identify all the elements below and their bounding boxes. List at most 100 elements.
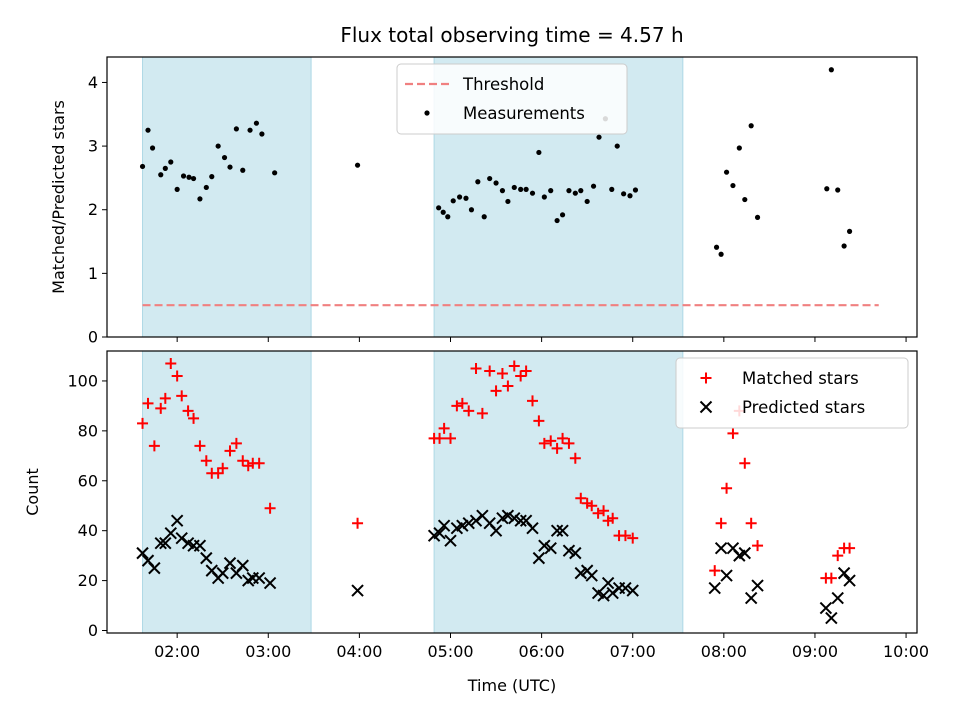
- measurements-point: [536, 149, 542, 156]
- predicted-stars-point: [252, 571, 266, 585]
- predicted-stars-point: [154, 536, 167, 550]
- y-tick-label: 0: [88, 328, 98, 347]
- predicted-stars-point: [738, 546, 752, 560]
- measurements-point: [713, 244, 720, 250]
- matched-stars-point: [709, 565, 721, 577]
- matched-stars-point: [745, 517, 757, 529]
- measurements-point: [475, 179, 481, 185]
- x-tick-label: 03:00: [245, 642, 291, 661]
- measurements-point: [529, 190, 536, 196]
- y-tick-label: 3: [88, 137, 98, 156]
- measurements-point: [742, 196, 748, 203]
- y-tick-label: 4: [88, 73, 98, 92]
- matched-stars-point: [563, 437, 575, 449]
- predicted-stars-point: [526, 521, 539, 535]
- predicted-stars-point: [556, 524, 569, 537]
- matched-stars-point: [586, 500, 598, 512]
- measurements-point: [518, 186, 524, 192]
- axes-frame: [106, 350, 918, 634]
- measurements-point: [209, 174, 215, 180]
- measurements-point: [748, 123, 754, 129]
- matched-stars-point: [844, 542, 856, 554]
- matched-stars-point: [171, 370, 183, 382]
- matched-stars-point: [200, 455, 212, 467]
- measurements-point: [457, 194, 463, 200]
- predicted-stars-point: [532, 551, 546, 565]
- predicted-stars-point: [819, 601, 833, 615]
- legend-label: Predicted stars: [742, 398, 865, 417]
- matched-stars-point: [592, 507, 604, 519]
- matched-stars-point: [598, 505, 610, 517]
- measurements-point: [578, 188, 584, 194]
- observing-interval: [142, 56, 312, 338]
- matched-stars-point: [515, 370, 527, 382]
- matched-stars-point: [551, 442, 563, 454]
- measurements-point: [493, 180, 499, 186]
- measurements-point: [468, 207, 475, 213]
- predicted-stars-point: [223, 556, 237, 570]
- measurements-point: [190, 175, 197, 182]
- measurements-point: [559, 212, 566, 218]
- measurements-point: [215, 143, 221, 149]
- matched-stars-point: [520, 365, 532, 377]
- measurements-point: [139, 163, 146, 170]
- matched-stars-point: [527, 395, 539, 407]
- x-tick-label: 04:00: [336, 642, 382, 661]
- matched-stars-point: [476, 407, 488, 419]
- y-tick-label: 20: [78, 571, 98, 590]
- matched-stars-point: [224, 445, 236, 457]
- matched-stars-point: [739, 457, 751, 469]
- measurements-point: [247, 127, 253, 133]
- measurements-point: [554, 217, 560, 224]
- predicted-stars-point: [751, 579, 764, 592]
- y-tick-label: 60: [78, 471, 98, 490]
- observing-interval: [433, 350, 684, 634]
- measurements-point: [174, 186, 180, 192]
- predicted-stars-point: [236, 559, 249, 572]
- predicted-stars-point: [462, 516, 475, 530]
- count-legend: Matched stars Predicted stars: [675, 357, 909, 429]
- x-tick-label: 10:00: [883, 642, 929, 661]
- y-axis-label: Count: [23, 468, 42, 516]
- measurements-point: [632, 187, 639, 193]
- measurements-point: [754, 214, 761, 220]
- measurements-point: [736, 145, 742, 151]
- matched-stars-point: [490, 385, 502, 397]
- measurements-point: [445, 214, 451, 220]
- matched-stars-point: [451, 400, 463, 412]
- measurements-point: [505, 198, 511, 205]
- predicted-stars-point: [159, 536, 172, 550]
- predicted-stars-point: [216, 566, 229, 580]
- matched-stars-point: [237, 455, 249, 467]
- measurements-point: [253, 120, 260, 126]
- legend-label: Matched stars: [742, 369, 859, 388]
- measurements-point: [158, 172, 164, 178]
- matched-stars-point: [538, 437, 550, 449]
- matched-stars-point: [148, 440, 160, 452]
- x-tick-label: 07:00: [610, 642, 656, 661]
- matched-stars-point: [727, 427, 739, 439]
- predicted-stars-point: [538, 539, 551, 552]
- matched-stars-point: [434, 432, 446, 444]
- predicted-stars-point: [514, 514, 527, 527]
- predicted-stars-point: [585, 569, 598, 582]
- matched-stars-point: [752, 540, 764, 552]
- measurements-point: [718, 251, 724, 257]
- measurements-point: [145, 127, 151, 133]
- predicted-stars-point: [831, 591, 844, 605]
- matched-stars-point: [137, 417, 149, 429]
- measurements-point: [828, 67, 834, 73]
- y-tick-label: 1: [88, 264, 98, 283]
- matched-stars-point: [619, 530, 631, 542]
- legend-label: Threshold: [462, 75, 544, 94]
- measurements-point: [221, 154, 228, 161]
- predicted-stars-point: [550, 524, 564, 537]
- measurements-point: [590, 183, 597, 189]
- measurements-point: [481, 214, 487, 220]
- predicted-stars-point: [825, 611, 838, 625]
- x-axis-label: Time (UTC): [467, 676, 556, 695]
- x-tick-label: 02:00: [154, 642, 200, 661]
- measurements-point: [180, 173, 187, 179]
- matched-stars-point: [142, 397, 154, 409]
